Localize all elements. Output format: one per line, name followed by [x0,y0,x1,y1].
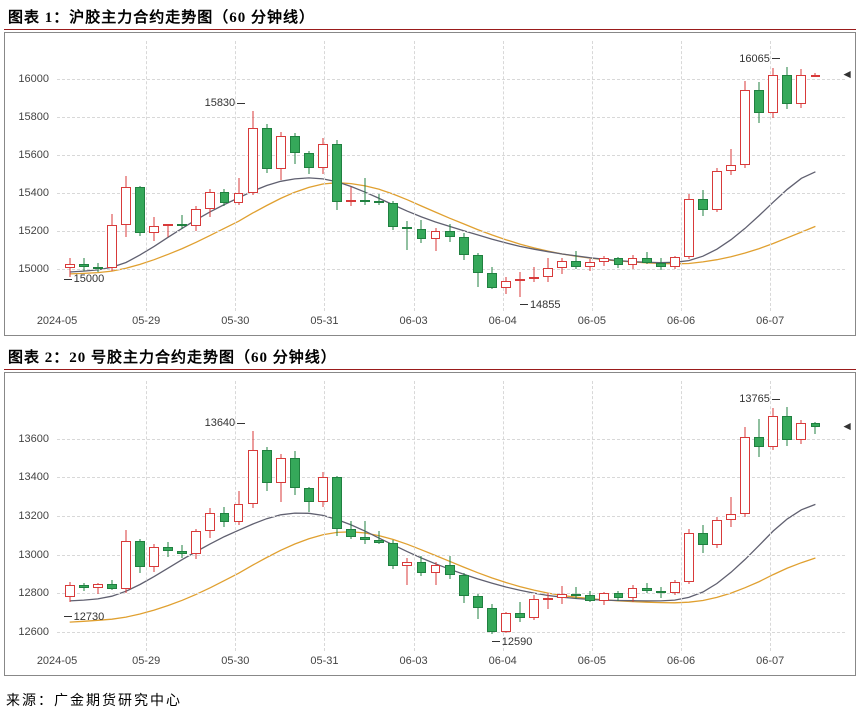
chart1: 150001520015400156001580016000 158301485… [4,32,856,336]
chart2: 126001280013000132001340013600 136401259… [4,372,856,676]
chart2-x-axis: 2024-0505-2905-3005-3106-0306-0406-0506-… [57,655,845,673]
chart1-x-axis: 2024-0505-2905-3005-3106-0306-0406-0506-… [57,315,845,333]
chart2-plot: 13640125901273013765◄ [57,381,845,651]
chart2-y-axis: 126001280013000132001340013600 [5,381,55,651]
source: 来源：广金期货研究中心 [4,684,856,716]
chart1-plot: 15830148551500016065◄ [57,41,845,311]
chart2-title: 图表 2：20 号胶主力合约走势图（60 分钟线） [4,344,856,370]
chart1-y-axis: 150001520015400156001580016000 [5,41,55,311]
chart1-title: 图表 1：沪胶主力合约走势图（60 分钟线） [4,4,856,30]
